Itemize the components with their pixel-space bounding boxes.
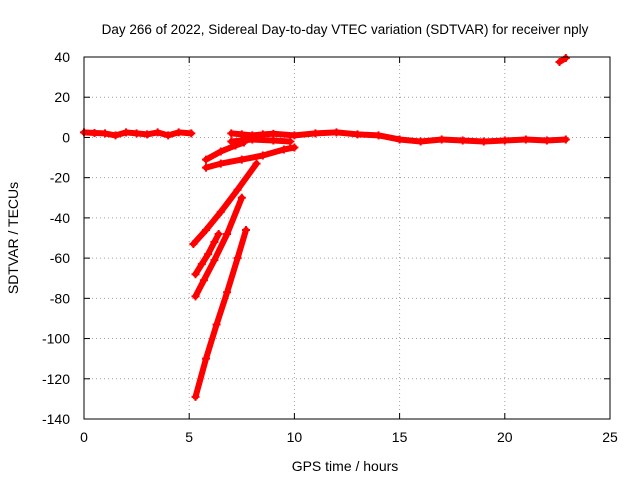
data-point	[143, 130, 152, 139]
data-point	[216, 147, 225, 156]
x-tick-label: 20	[497, 429, 513, 445]
axis-ticks: 0 5 10 15 20 25 -140 -120 -100 -80 -60 -40 -20 0 20 40	[42, 49, 618, 445]
data-point	[374, 131, 383, 140]
data-point	[210, 238, 219, 247]
grid-lines	[84, 57, 610, 419]
y-tick-label: -140	[42, 411, 70, 427]
y-tick-label: -20	[50, 170, 70, 186]
data-point	[189, 240, 198, 249]
data-point	[204, 250, 213, 259]
data-point	[258, 151, 267, 160]
x-tick-label: 15	[392, 429, 408, 445]
data-point	[191, 292, 200, 301]
x-tick-label: 5	[185, 429, 193, 445]
data-point	[458, 136, 467, 145]
data-point	[223, 288, 232, 297]
data-point	[248, 135, 257, 144]
data-point	[286, 137, 295, 146]
data-point	[290, 143, 299, 152]
data-point	[111, 131, 120, 140]
series-arc-3	[228, 136, 294, 145]
series-arc-1	[203, 139, 247, 163]
y-axis-label: SDTVAR / TECUs	[5, 182, 21, 294]
data-point	[242, 225, 251, 234]
data-point	[542, 136, 551, 145]
series-arc-7	[192, 227, 249, 400]
data-point	[202, 225, 211, 234]
y-tick-label: 0	[62, 129, 70, 145]
data-point	[233, 254, 242, 263]
y-tick-label: -60	[50, 250, 70, 266]
data-point	[437, 135, 446, 144]
plot-frame	[83, 56, 611, 420]
data-point	[191, 270, 200, 279]
data-point	[214, 229, 223, 238]
data-point	[153, 128, 162, 137]
data-point	[216, 207, 225, 216]
data-point	[174, 128, 183, 137]
data-point	[212, 320, 221, 329]
data-point	[233, 185, 242, 194]
data-point	[122, 128, 131, 137]
y-tick-label: 40	[54, 49, 70, 65]
data-point	[416, 137, 425, 146]
x-tick-label: 10	[287, 429, 303, 445]
data-point	[500, 136, 509, 145]
data-point	[561, 135, 570, 144]
data-point	[187, 129, 196, 138]
data-point	[237, 130, 246, 139]
data-point	[227, 129, 236, 138]
data-point	[237, 155, 246, 164]
data-point	[164, 131, 173, 140]
data-point	[521, 135, 530, 144]
data-point	[269, 136, 278, 145]
data-point	[353, 130, 362, 139]
data-point	[227, 137, 236, 146]
data-point	[237, 193, 246, 202]
data-point	[561, 54, 570, 63]
data-point	[202, 163, 211, 172]
data-point	[252, 159, 261, 168]
data-point	[395, 135, 404, 144]
data-point	[290, 131, 299, 140]
x-axis-label: GPS time / hours	[292, 458, 399, 474]
y-tick-label: -40	[50, 210, 70, 226]
data-point	[479, 137, 488, 146]
data-point	[210, 256, 219, 265]
data-point	[555, 58, 564, 67]
y-tick-label: 20	[54, 89, 70, 105]
x-tick-label: 25	[602, 429, 618, 445]
data-point	[311, 129, 320, 138]
data-point	[191, 392, 200, 401]
data-point	[199, 276, 208, 285]
data-point	[332, 128, 341, 137]
data-point	[90, 129, 99, 138]
y-tick-label: -100	[42, 331, 70, 347]
x-tick-label: 0	[80, 429, 88, 445]
chart-title: Day 266 of 2022, Sidereal Day-to-day VTE…	[102, 22, 589, 37]
data-point	[132, 129, 141, 138]
data-point	[279, 145, 288, 154]
data-point	[101, 129, 110, 138]
data-point	[223, 229, 232, 238]
data-point	[202, 155, 211, 164]
data-series	[80, 54, 570, 401]
data-point	[202, 354, 211, 363]
data-point	[197, 260, 206, 269]
y-tick-label: -120	[42, 371, 70, 387]
data-point	[216, 159, 225, 168]
y-tick-label: -80	[50, 290, 70, 306]
